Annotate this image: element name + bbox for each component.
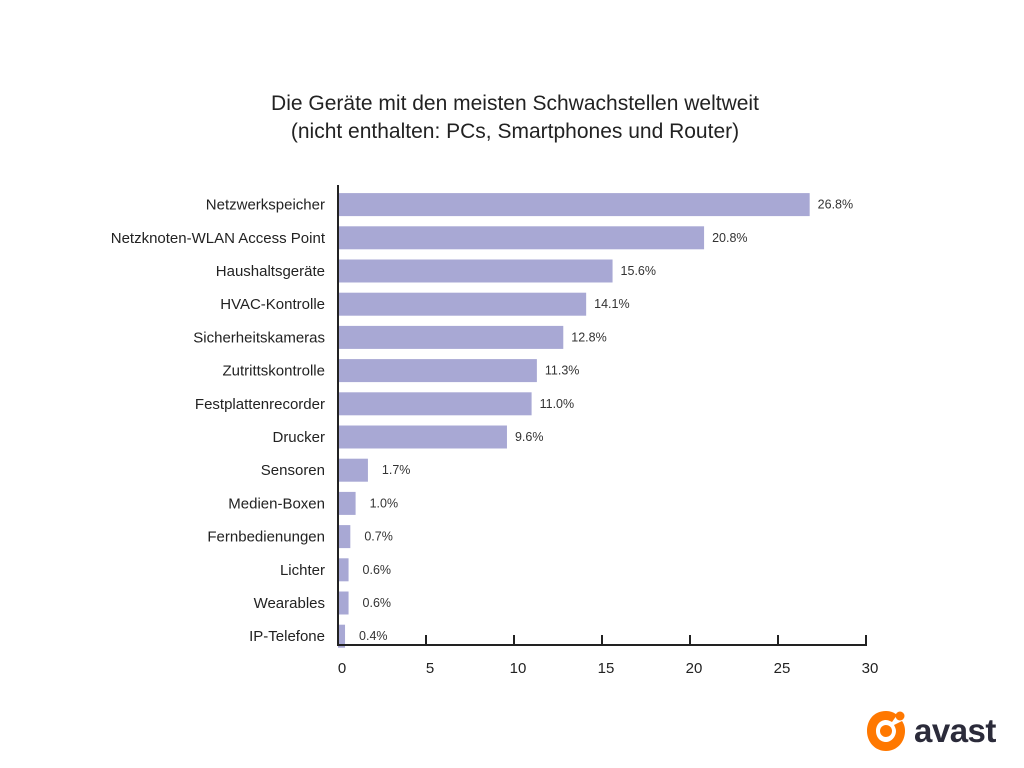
category-labels: Netzwerkspeicher Netzknoten-WLAN Access P… [111, 197, 326, 646]
value-labels: 26.8% 20.8% 15.6% 14.1% 12.8% 11.3% 11.0% 9.6% 1… [359, 198, 853, 644]
category-label: Sicherheitskameras [193, 329, 325, 346]
category-label: IP-Telefone [249, 628, 325, 645]
value-label: 0.6% [363, 563, 392, 577]
bar-11 [338, 558, 349, 582]
bar-2 [338, 259, 613, 283]
bar-9 [338, 491, 356, 515]
x-tick-label: 0 [338, 660, 346, 677]
value-label: 14.1% [594, 297, 629, 311]
bar-12 [338, 591, 349, 615]
x-tick-label: 5 [426, 660, 434, 677]
value-label: 0.4% [359, 629, 388, 643]
bar-13 [338, 624, 346, 648]
category-label: Drucker [272, 429, 325, 446]
category-label: Fernbedienungen [207, 529, 325, 546]
category-label: Medien-Boxen [228, 495, 325, 512]
bar-3 [338, 292, 587, 316]
category-label: Lichter [280, 562, 325, 579]
x-tick-label: 15 [598, 660, 615, 677]
category-label: HVAC-Kontrolle [220, 296, 325, 313]
category-label: Haushaltsgeräte [216, 263, 325, 280]
avast-logo: avast [864, 708, 996, 754]
avast-logo-text: avast [914, 712, 996, 749]
value-label: 0.6% [363, 596, 392, 610]
x-tick-label: 30 [862, 660, 879, 677]
value-label: 15.6% [621, 264, 656, 278]
bars [338, 193, 810, 648]
value-label: 1.7% [382, 463, 411, 477]
bar-8 [338, 458, 368, 482]
x-tick-label: 25 [774, 660, 791, 677]
category-label: Netzwerkspeicher [206, 197, 325, 214]
bar-5 [338, 359, 537, 383]
value-label: 12.8% [571, 330, 606, 344]
value-label: 1.0% [370, 496, 399, 510]
bar-0 [338, 193, 810, 217]
value-label: 11.3% [545, 364, 580, 378]
value-label: 11.0% [540, 397, 575, 411]
category-label: Netzknoten-WLAN Access Point [111, 230, 326, 247]
x-tick-label: 10 [510, 660, 527, 677]
value-label: 20.8% [712, 231, 747, 245]
chart-title: Die Geräte mit den meisten Schwachstelle… [271, 92, 759, 143]
bar-6 [338, 392, 532, 416]
value-label: 0.7% [364, 530, 393, 544]
chart-title-line-2: (nicht enthalten: PCs, Smartphones und R… [291, 120, 739, 143]
bar-1 [338, 226, 705, 250]
bar-7 [338, 425, 507, 449]
avast-logo-icon [867, 711, 905, 751]
x-ticks: 0 5 10 15 20 25 30 [337, 635, 879, 677]
bar-4 [338, 325, 564, 349]
category-label: Festplattenrecorder [195, 396, 325, 413]
x-tick-label: 20 [686, 660, 703, 677]
category-label: Wearables [254, 595, 325, 612]
chart-title-line-1: Die Geräte mit den meisten Schwachstelle… [271, 92, 759, 115]
category-label: Zutrittskontrolle [222, 363, 325, 380]
category-label: Sensoren [261, 462, 325, 479]
value-label: 26.8% [818, 198, 853, 212]
value-label: 9.6% [515, 430, 544, 444]
bar-10 [338, 525, 351, 549]
